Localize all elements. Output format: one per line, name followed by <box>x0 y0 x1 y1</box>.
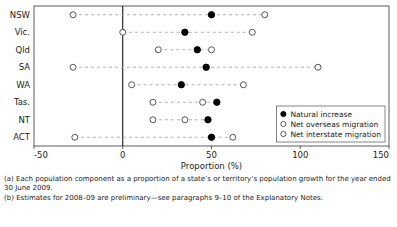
x-tick-label: 0 <box>120 150 125 160</box>
range-line <box>158 49 211 50</box>
x-tick-label: 100 <box>292 150 308 160</box>
dot <box>120 29 126 35</box>
dot <box>262 12 268 18</box>
dot <box>194 47 200 53</box>
range-line <box>132 84 244 85</box>
range-line <box>73 67 318 68</box>
dot <box>70 64 76 70</box>
dot <box>203 64 209 70</box>
dot <box>72 134 78 140</box>
x-tick <box>122 146 123 149</box>
legend-box <box>276 106 385 142</box>
y-tick-label: Tas. <box>13 97 30 107</box>
chart: -50 0 50 100 150 Proportion (%) NSW Vic. Qld SA WA… <box>0 0 397 227</box>
x-tick <box>300 146 301 149</box>
dot <box>209 47 215 53</box>
legend-marker <box>281 121 286 126</box>
plot-frame <box>34 6 389 146</box>
x-tick-label: -50 <box>34 150 48 160</box>
y-axis: NSW Vic. Qld SA WA Tas. NT ACT <box>10 10 31 143</box>
x-tick-label: 50 <box>206 150 217 160</box>
dot <box>150 117 156 123</box>
x-tick-label: 150 <box>373 150 389 160</box>
dot <box>205 117 211 123</box>
dot <box>200 99 206 105</box>
dot <box>178 82 184 88</box>
dot <box>208 134 214 140</box>
range-line <box>153 119 208 120</box>
y-tick-label: NT <box>18 115 30 125</box>
dot <box>240 82 246 88</box>
x-tick <box>389 146 390 149</box>
legend-marker <box>281 111 286 116</box>
dot <box>315 64 321 70</box>
x-tick <box>211 146 212 149</box>
range-line <box>73 14 265 15</box>
dot <box>214 99 220 105</box>
plot-area <box>70 6 321 146</box>
legend-marker <box>281 131 286 136</box>
x-tick <box>34 146 35 149</box>
zero-line <box>122 6 123 146</box>
y-tick-label: NSW <box>10 10 31 20</box>
dot <box>182 29 188 35</box>
dot <box>208 12 214 18</box>
y-tick-label: ACT <box>13 132 31 142</box>
legend-label: Net overseas migration <box>290 120 378 129</box>
footnote: (a) Each population component as a propo… <box>4 175 391 192</box>
legend-label: Natural increase <box>290 110 352 119</box>
y-tick-label: Vic. <box>15 27 30 37</box>
range-line <box>153 102 217 103</box>
dot <box>182 117 188 123</box>
legend-label: Net interstate migration <box>290 130 381 139</box>
x-axis: -50 0 50 100 150 <box>34 146 389 160</box>
x-axis-label: Proportion (%) <box>181 161 242 171</box>
dot <box>230 134 236 140</box>
y-tick-label: WA <box>16 80 30 90</box>
dot <box>155 47 161 53</box>
dot <box>70 12 76 18</box>
dot <box>150 99 156 105</box>
legend: Natural increaseNet overseas migrationNe… <box>276 106 385 142</box>
y-tick-label: Qld <box>16 45 30 55</box>
y-tick-label: SA <box>19 62 31 72</box>
dot <box>129 82 135 88</box>
dot <box>249 29 255 35</box>
footnote: (b) Estimates for 2008–09 are preliminar… <box>4 194 323 202</box>
